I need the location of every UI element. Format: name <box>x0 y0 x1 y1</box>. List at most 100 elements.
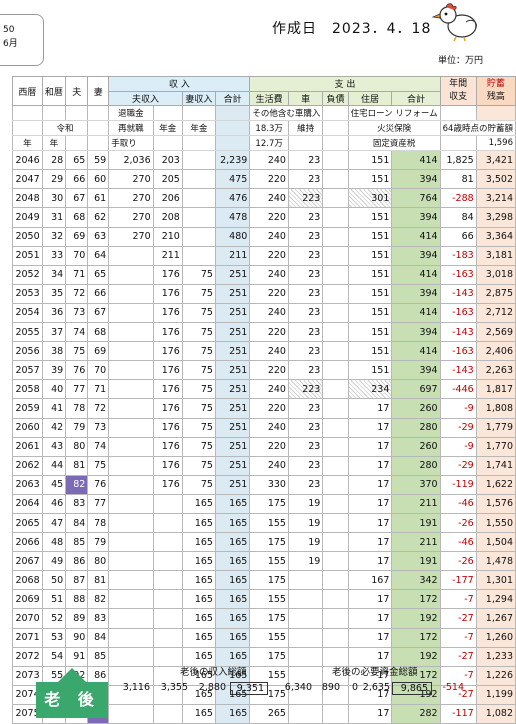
note-nen-2: 年 <box>41 135 67 152</box>
cell-expense-sum: 394 <box>391 207 441 228</box>
cell-wareki: 40 <box>41 379 67 400</box>
cell-annual-balance: -26 <box>439 551 477 572</box>
cell-savings-balance: 1,741 <box>475 455 516 476</box>
cell-expense-sum: 414 <box>391 150 441 171</box>
note-nen-1: 年 <box>12 135 43 152</box>
cell-living: 220 <box>249 207 289 228</box>
table-row: 2070 52 89 83 165 165 175 17 192 -27 1,267 <box>12 608 516 629</box>
cell-expense-sum: 191 <box>391 512 441 534</box>
cell-savings-balance: 1,226 <box>475 665 516 686</box>
cell-pension <box>152 646 183 667</box>
cell-wife-income: 165 <box>181 627 216 648</box>
cell-husband-age: 70 <box>65 245 89 266</box>
note-reemploy: 再就職 <box>108 120 154 137</box>
cell-savings-balance: 2,569 <box>475 322 516 343</box>
cell-living: 240 <box>249 341 289 362</box>
cell-pension: 176 <box>152 302 183 324</box>
cell-husband-income <box>108 646 154 667</box>
group-income: 収 入 <box>108 76 251 92</box>
cell-husband-age: 85 <box>65 532 89 553</box>
cell-pension <box>152 512 183 534</box>
cell-year: 2065 <box>12 512 43 534</box>
cell-husband-age: 89 <box>65 608 89 629</box>
cell-wareki: 46 <box>41 493 67 514</box>
cell-wife-income <box>181 169 216 190</box>
cell-wife-age: 64 <box>87 245 110 266</box>
cell-annual-balance: -9 <box>439 398 477 419</box>
cell-wareki: 30 <box>41 188 67 209</box>
cell-housing: 17 <box>347 608 393 629</box>
cell-wife-age: 62 <box>87 207 110 228</box>
cell-income-sum: 165 <box>214 512 251 534</box>
cell-husband-income <box>108 455 154 476</box>
cell-husband-income <box>108 474 154 495</box>
cell-husband-age: 68 <box>65 207 89 228</box>
cell-pension: 176 <box>152 379 183 400</box>
cell-expense-sum: 260 <box>391 398 441 419</box>
cell-husband-age: 65 <box>65 150 89 171</box>
note-living-1: 18.3万 <box>249 120 289 137</box>
cell-housing: 151 <box>347 341 393 362</box>
cell-annual-balance: -143 <box>439 322 477 343</box>
cell-year: 2048 <box>12 188 43 209</box>
cell-savings-balance: 3,298 <box>475 207 516 228</box>
cell-year: 2061 <box>12 436 43 457</box>
cell-expense-sum: 394 <box>391 322 441 343</box>
cell-car: 23 <box>287 474 324 495</box>
cell-husband-age: 84 <box>65 512 89 534</box>
cell-debt <box>322 455 349 476</box>
cell-car: 23 <box>287 264 324 285</box>
col-living: 生活費 <box>249 90 289 107</box>
cell-debt <box>322 551 349 572</box>
cell-debt <box>322 379 349 400</box>
cell-wife-age: 79 <box>87 532 110 553</box>
note-pension-1: 年金 <box>152 120 183 137</box>
cell-wife-age: 60 <box>87 169 110 190</box>
cell-housing: 151 <box>347 169 393 190</box>
cell-year: 2046 <box>12 150 43 171</box>
cell-income-sum: 165 <box>214 551 251 572</box>
cell-husband-age: 79 <box>65 417 89 438</box>
cell-pension: 211 <box>152 245 183 266</box>
cell-savings-balance: 3,018 <box>475 264 516 285</box>
note-savings-at-64: 64歳時点の貯蓄額 <box>439 120 516 137</box>
cell-housing: 17 <box>347 436 393 457</box>
table-row: 2052 34 71 65 176 75 251 240 23 151 414 -163 3,018 <box>12 264 516 285</box>
cell-expense-sum: 342 <box>391 570 441 591</box>
cell-expense-sum: 394 <box>391 360 441 381</box>
col-wareki: 和暦 <box>41 75 67 107</box>
note-housing-reform: 住宅ローン リフォーム <box>347 105 441 122</box>
cell-husband-age: 78 <box>65 398 89 419</box>
cell-husband-age: 67 <box>65 188 89 209</box>
table-row: 2057 39 76 70 176 75 251 220 23 151 394 -143 2,263 <box>12 360 516 381</box>
cell-wife-age: 85 <box>87 646 110 667</box>
cell-wife-income: 75 <box>181 283 216 304</box>
cell-wife-income: 75 <box>181 322 216 343</box>
cell-savings-balance: 1,817 <box>475 379 516 400</box>
cell-income-sum: 165 <box>214 627 251 648</box>
total-expense-sum: 9,865 <box>392 682 432 695</box>
note-savings-value: 1,596 <box>475 135 516 152</box>
cell-debt <box>322 207 349 228</box>
cell-year: 2050 <box>12 226 43 247</box>
cell-year: 2063 <box>12 474 43 495</box>
cell-debt <box>322 436 349 457</box>
col-housing: 住居 <box>347 90 393 107</box>
col-wife: 妻 <box>87 75 110 107</box>
table-row: 2056 38 75 69 176 75 251 240 23 151 414 -163 2,406 <box>12 341 516 362</box>
cell-pension: 205 <box>152 169 183 190</box>
cell-husband-income <box>108 341 154 362</box>
cell-wife-income: 75 <box>181 302 216 324</box>
cell-debt <box>322 226 349 247</box>
cell-year: 2049 <box>12 207 43 228</box>
created-date: 作成日 2023．4．18 <box>272 21 432 37</box>
cell-wife-age: 65 <box>87 264 110 285</box>
notes-row-2: 令和 再就職 年金 年金 18.3万 維持 火災保険 64歳時点の貯蓄額 <box>12 120 516 137</box>
col-debt: 負債 <box>322 90 349 107</box>
cell-wareki: 28 <box>41 150 67 171</box>
cell-housing: 17 <box>347 493 393 514</box>
total-income-sum: 9,351 <box>230 682 268 695</box>
cell-pension <box>152 627 183 648</box>
cell-wife-age: 72 <box>87 398 110 419</box>
total-car: 890 <box>321 682 340 693</box>
